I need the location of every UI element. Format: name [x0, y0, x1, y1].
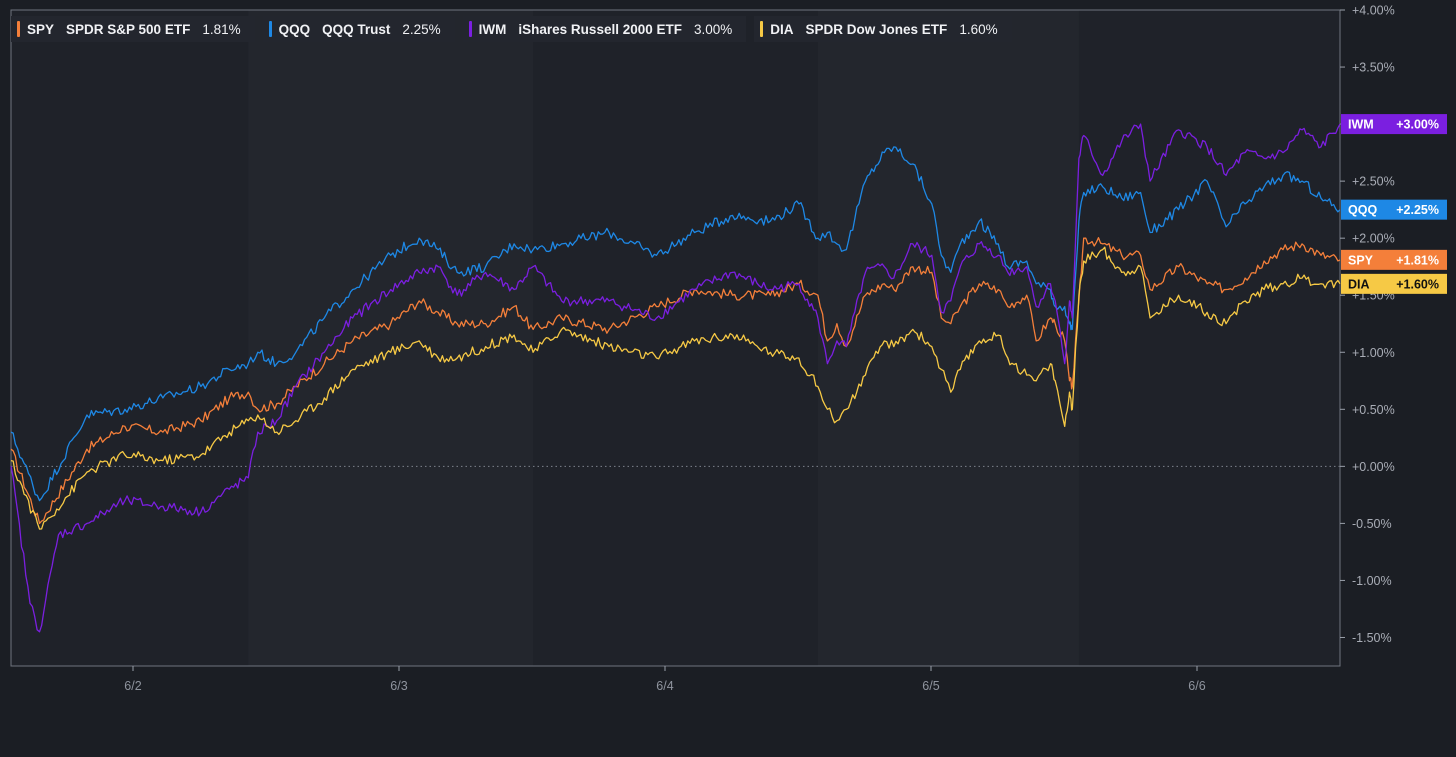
- legend-value: 2.25%: [402, 21, 441, 37]
- last-value-ticker: IWM: [1348, 118, 1374, 132]
- legend-ticker: DIA: [770, 21, 794, 37]
- y-tick-label: +2.50%: [1352, 175, 1395, 189]
- x-tick-label: 6/4: [656, 679, 673, 693]
- x-tick-label: 6/2: [124, 679, 141, 693]
- plot-frame: [10, 9, 1341, 667]
- series-line-dia[interactable]: [10, 246, 1341, 530]
- last-value-label-dia: [1341, 273, 1447, 294]
- series-line-spy[interactable]: [10, 237, 1341, 525]
- legend-item-iwm[interactable]: IWM iShares Russell 2000 ETF 3.00%: [462, 16, 747, 42]
- last-value-text: +1.81%: [1396, 253, 1439, 267]
- plot-area: [11, 10, 1340, 666]
- legend-swatch: [268, 21, 272, 37]
- legend-ticker: IWM: [478, 21, 507, 37]
- y-tick-label: -1.00%: [1352, 574, 1392, 588]
- legend-item-spy[interactable]: SPY SPDR S&P 500 ETF 1.81%: [11, 16, 255, 42]
- x-tick-label: 6/3: [390, 679, 407, 693]
- legend-item-qqq[interactable]: QQQ QQQ Trust 2.25%: [262, 16, 455, 42]
- y-tick-label: +1.00%: [1352, 346, 1395, 360]
- last-value-label-qqq: [1341, 199, 1447, 220]
- legend-name: iShares Russell 2000 ETF: [518, 21, 682, 37]
- x-tick-label: 6/5: [922, 679, 939, 693]
- y-tick-label: -0.50%: [1352, 517, 1392, 531]
- last-value-ticker: QQQ: [1348, 203, 1377, 217]
- legend-value: 1.60%: [959, 21, 998, 37]
- y-tick-label: +3.50%: [1352, 61, 1395, 75]
- last-value-text: +2.25%: [1396, 203, 1439, 217]
- x-tick-label: 6/6: [1188, 679, 1205, 693]
- legend-item-dia[interactable]: DIA SPDR Dow Jones ETF 1.60%: [754, 16, 1012, 42]
- legend-value: 3.00%: [694, 21, 733, 37]
- last-value-text: +3.00%: [1396, 118, 1439, 132]
- y-tick-label: +4.00%: [1352, 4, 1395, 18]
- y-tick-label: +0.50%: [1352, 403, 1395, 417]
- legend-swatch: [17, 21, 20, 37]
- legend-name: SPDR S&P 500 ETF: [66, 21, 191, 37]
- series-line-iwm[interactable]: [10, 123, 1341, 633]
- last-value-text: +1.60%: [1396, 277, 1439, 291]
- last-value-ticker: SPY: [1348, 253, 1374, 267]
- legend: SPY SPDR S&P 500 ETF 1.81% QQQ QQQ Trust 2.25…: [11, 16, 1020, 42]
- legend-name: QQQ Trust: [322, 21, 391, 37]
- y-tick-label: +0.00%: [1352, 460, 1395, 474]
- last-value-label-spy: [1341, 249, 1447, 270]
- legend-value: 1.81%: [202, 21, 241, 37]
- y-tick-label: -1.50%: [1352, 631, 1392, 645]
- legend-ticker: QQQ: [278, 21, 311, 37]
- legend-ticker: SPY: [27, 21, 55, 37]
- last-value-label-iwm: [1341, 114, 1447, 135]
- last-value-ticker: DIA: [1348, 277, 1370, 291]
- session-shade: [248, 10, 534, 666]
- series-line-qqq[interactable]: [10, 146, 1341, 502]
- legend-swatch: [760, 21, 764, 37]
- y-tick-label: +2.00%: [1352, 232, 1395, 246]
- legend-swatch: [468, 21, 472, 37]
- legend-name: SPDR Dow Jones ETF: [805, 21, 948, 37]
